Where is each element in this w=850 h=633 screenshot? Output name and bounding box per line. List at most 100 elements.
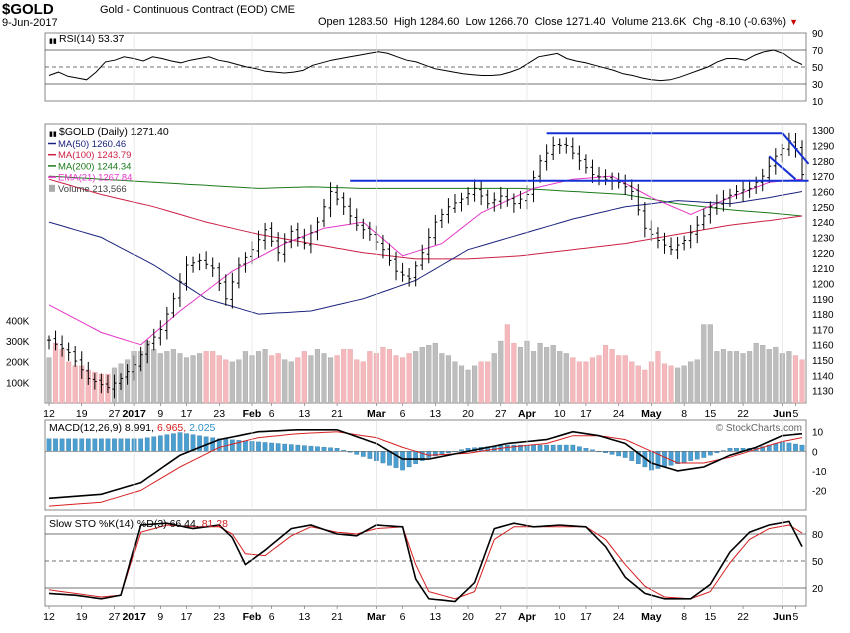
rsi-tick-label: 70 [812, 46, 824, 57]
volume-bar [452, 361, 458, 404]
price-bar [479, 181, 484, 206]
volume-bar [164, 351, 170, 404]
price-bar [171, 292, 176, 318]
price-x-label: 10 [554, 408, 566, 420]
price-x-label: 27 [109, 408, 121, 420]
macd-hist-bar [105, 438, 111, 452]
price-x-label: 13 [429, 408, 441, 420]
price-x-label: 17 [181, 408, 193, 420]
price-x-label: 22 [737, 408, 749, 420]
price-bar [236, 257, 241, 289]
price-tick-label: 1210 [812, 264, 835, 275]
low-value: 1266.70 [488, 16, 529, 28]
price-bar [341, 192, 346, 215]
price-bar [590, 159, 595, 183]
macd-hist-bar [694, 451, 700, 460]
volume-bar [563, 353, 569, 404]
macd-tick-label: 0 [812, 447, 818, 458]
trendline [781, 132, 810, 165]
sto-tick-label: 80 [812, 530, 824, 541]
volume-bar [603, 345, 609, 404]
volume-bar [491, 353, 497, 404]
price-bar [217, 262, 222, 292]
macd-hist-bar [59, 438, 65, 452]
price-bar [367, 221, 372, 241]
macd-signal-line [48, 431, 803, 507]
price-bar [66, 342, 71, 361]
volume-bar [360, 361, 366, 404]
volume-bar [413, 351, 419, 404]
price-bar [511, 193, 516, 213]
macd-hist-bar [577, 446, 582, 452]
price-legend-icon: ▮▮ [49, 131, 57, 138]
volume-bar [537, 342, 543, 404]
macd-hist-bar [308, 445, 314, 452]
price-bar [662, 232, 667, 254]
ma200-legend-label: MA(200) 1244.34 [58, 161, 131, 172]
macd-hist-bar [531, 444, 536, 452]
macd-tick-label: -20 [812, 486, 827, 497]
rsi-line [48, 49, 803, 82]
volume-bar [517, 347, 523, 404]
macd-hist-bar [413, 451, 419, 464]
price-bar [485, 189, 490, 209]
macd-hist-bar [256, 441, 261, 452]
volume-bar [583, 361, 589, 404]
macd-hist-bar [511, 444, 517, 452]
volume-bar [426, 345, 432, 404]
price-bar [354, 208, 359, 231]
macd-hist-bar [315, 446, 320, 452]
price-bar [682, 235, 687, 251]
volume-axis-label: 300K [6, 337, 30, 348]
macd-tick-label: -10 [812, 467, 827, 478]
volume-bar [242, 351, 248, 404]
volume-bar [367, 351, 373, 404]
price-bar [380, 234, 385, 259]
volume-bar [635, 365, 641, 404]
high-label: High [393, 16, 417, 28]
macd-hist-bar [400, 451, 405, 471]
price-tick-label: 1200 [812, 279, 835, 290]
macd-hist-bar [550, 444, 556, 452]
open-label: Open [318, 16, 345, 28]
volume-bar [393, 355, 399, 404]
macd-hist-bar [328, 447, 333, 452]
price-bar [53, 330, 58, 351]
macd-hist-bar [269, 442, 274, 452]
price-tick-label: 1190 [812, 295, 834, 306]
ema21-legend-label: EMA(21) 1267.84 [58, 173, 132, 184]
macd-hist-bar [164, 434, 170, 452]
macd-hist-bar [793, 443, 798, 452]
volume-bar [197, 353, 203, 404]
sto-x-label: 20 [462, 611, 474, 623]
price-tick-label: 1250 [812, 203, 835, 214]
price-bar [348, 197, 353, 225]
volume-bar [786, 351, 792, 404]
macd-hist-bar [570, 444, 576, 452]
price-bar [714, 194, 719, 215]
macd-hist-bar [773, 443, 779, 452]
price-x-label: 2017 [122, 408, 146, 420]
price-bar [73, 346, 78, 367]
price-bar [387, 243, 392, 266]
macd-hist-bar [504, 444, 510, 452]
price-bar [243, 252, 248, 273]
macd-hist-bar [112, 438, 117, 452]
volume-bar [544, 347, 550, 404]
ma100-line [48, 178, 803, 260]
volume-bar [504, 324, 510, 404]
volume-bar [681, 365, 687, 404]
price-bar [629, 179, 634, 200]
price-tick-label: 1220 [812, 249, 835, 260]
macd-hist-bar [92, 438, 98, 452]
volume-bar [596, 355, 602, 404]
price-bar [472, 179, 477, 202]
sto-x-label: Mar [367, 611, 386, 623]
sto-x-label: 19 [76, 611, 88, 623]
sto-x-label: 21 [331, 611, 343, 623]
volume-bar [799, 359, 805, 404]
macd-hist-bar [99, 438, 104, 452]
price-x-label: Apr [518, 408, 536, 420]
volume-bar [255, 351, 262, 404]
price-bar [446, 198, 451, 224]
